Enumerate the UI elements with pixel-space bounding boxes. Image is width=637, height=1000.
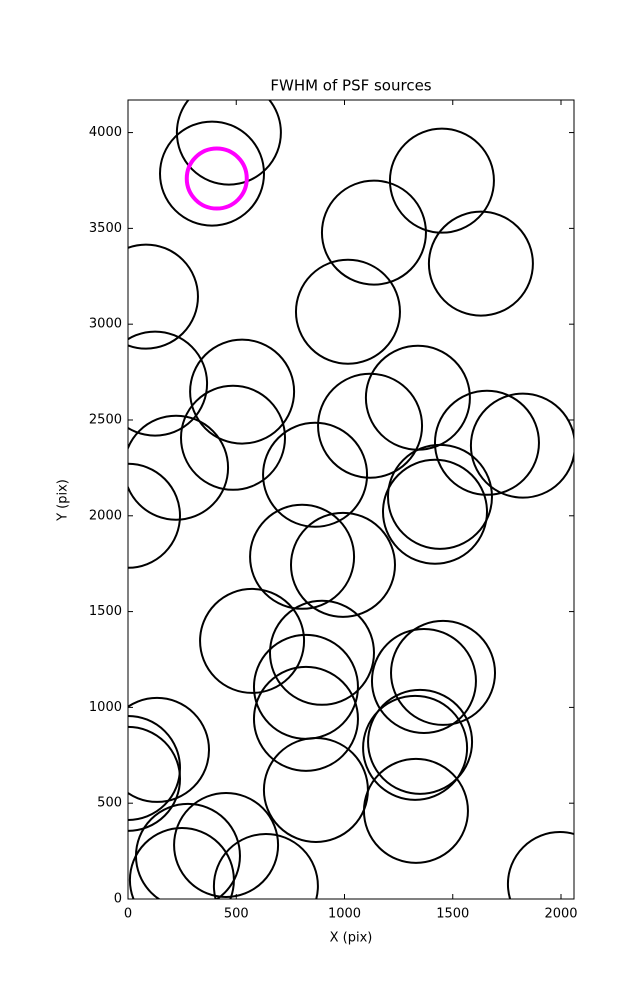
source-circle xyxy=(382,458,489,565)
source-circle xyxy=(262,736,369,843)
x-tick-label: 1500 xyxy=(436,907,469,922)
source-circle xyxy=(362,757,469,864)
source-circle xyxy=(364,344,471,451)
source-circle xyxy=(388,127,495,234)
x-tick-label: 0 xyxy=(124,907,132,922)
y-tick-label: 1000 xyxy=(89,700,122,715)
source-circle xyxy=(128,696,210,803)
source-circle xyxy=(427,210,534,317)
source-circle xyxy=(506,831,574,899)
x-tick-label: 1000 xyxy=(328,907,361,922)
source-circle xyxy=(289,511,396,618)
y-tick-label: 1500 xyxy=(89,604,122,619)
source-circle xyxy=(184,146,249,211)
y-tick-label: 4000 xyxy=(89,125,122,140)
source-circle xyxy=(317,372,424,479)
source-circle xyxy=(433,389,540,496)
source-circle xyxy=(189,338,296,445)
source-circle xyxy=(128,414,230,521)
plot-frame xyxy=(127,99,575,900)
source-circle xyxy=(362,694,469,801)
x-tick-label: 500 xyxy=(224,907,249,922)
x-tick-label: 2000 xyxy=(544,907,577,922)
y-tick-label: 2500 xyxy=(89,412,122,427)
source-circle xyxy=(173,791,280,898)
source-circle xyxy=(128,330,209,437)
source-circle xyxy=(320,179,427,286)
y-tick-label: 3500 xyxy=(89,221,122,236)
source-circle xyxy=(294,258,401,365)
source-circle xyxy=(252,633,359,740)
y-tick-label: 0 xyxy=(114,892,122,907)
chart-title: FWHM of PSF sources xyxy=(270,77,431,95)
source-circle xyxy=(249,503,356,610)
source-circle xyxy=(268,599,375,706)
source-circle xyxy=(212,832,319,899)
source-circle xyxy=(128,243,199,350)
source-circle xyxy=(128,462,181,569)
source-circle xyxy=(128,714,181,821)
source-circle xyxy=(469,392,574,499)
plot-area xyxy=(128,100,574,899)
x-axis-label: X (pix) xyxy=(330,931,373,946)
source-circle xyxy=(175,100,282,186)
source-circle xyxy=(390,619,497,726)
source-circle xyxy=(128,725,181,832)
source-circle xyxy=(199,587,306,694)
y-axis-label: Y (pix) xyxy=(56,479,71,522)
source-circle xyxy=(128,827,235,899)
source-circle xyxy=(159,120,266,227)
y-tick-label: 2000 xyxy=(89,508,122,523)
source-circle xyxy=(252,665,359,772)
y-tick-label: 500 xyxy=(97,796,122,811)
source-circle xyxy=(370,627,477,734)
source-circle xyxy=(262,421,369,528)
y-tick-label: 3000 xyxy=(89,317,122,332)
source-circle xyxy=(367,688,474,795)
source-circle xyxy=(180,384,287,491)
source-circle xyxy=(386,443,493,550)
